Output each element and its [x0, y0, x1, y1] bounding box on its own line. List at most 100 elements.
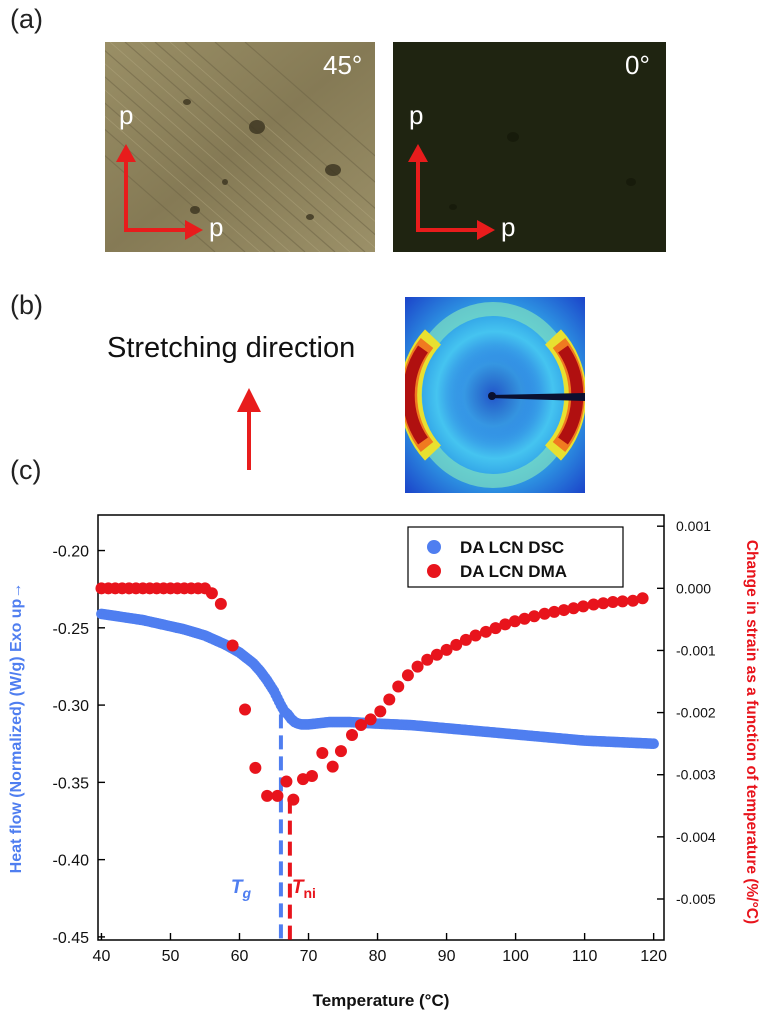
dma-point [557, 604, 570, 617]
legend-label-dma: DA LCN DMA [460, 562, 567, 581]
dma-point [374, 705, 387, 718]
micrograph-0deg-texture [393, 42, 666, 252]
dma-point [440, 643, 453, 656]
dma-point [280, 775, 293, 788]
polarizer-vertical-label: p [119, 100, 134, 130]
panel-b-label: (b) [10, 290, 43, 320]
dma-point [548, 605, 561, 618]
dma-point [354, 719, 367, 732]
legend: DA LCN DSC DA LCN DMA [407, 526, 624, 588]
stretching-direction-label: Stretching direction [107, 332, 356, 364]
x-tick-label: 50 [162, 948, 180, 965]
dma-point [226, 639, 239, 652]
y-tick-label: -0.20 [53, 544, 90, 561]
dma-point [518, 612, 531, 625]
legend-marker-dma [427, 564, 441, 578]
dma-point [577, 600, 590, 613]
angle-label-0: 0° [625, 50, 650, 80]
dma-point [499, 618, 512, 631]
dma-point [626, 594, 639, 607]
angle-label-45: 45° [323, 50, 363, 80]
dma-point [430, 648, 443, 661]
dma-point [239, 703, 252, 716]
legend-box [407, 526, 624, 588]
dma-point [411, 660, 424, 673]
dma-point [489, 622, 502, 635]
y2-tick-label: -0.004 [676, 829, 716, 845]
dma-point [538, 607, 551, 620]
dsc-dma-chart: -0.20-0.25-0.30-0.35-0.40-0.45 0.0010.00… [8, 514, 760, 1010]
dma-point [606, 595, 619, 608]
left-axis: -0.20 -0.25 -0.30 -0.35 -0.40 -0.45 [53, 544, 105, 947]
x-tick-label: 90 [438, 948, 456, 965]
waxs-pattern-image [399, 297, 587, 493]
panel-a-label: (a) [10, 4, 43, 34]
dma-point [334, 745, 347, 758]
x-tick-label: 60 [231, 948, 249, 965]
dma-point [450, 638, 463, 651]
y2-axis-title: Change in strain as a function of temper… [743, 540, 760, 924]
y-axis-title: Heat flow (Normalized) (W/g) Exo up→ [8, 583, 25, 874]
polarizer-horizontal-label: p [209, 212, 224, 242]
dma-series [95, 582, 649, 806]
micrograph-45deg: 45° p p [105, 42, 375, 252]
plot-area [97, 514, 665, 941]
dma-point [401, 669, 414, 682]
y-tick-label: -0.45 [53, 930, 90, 947]
dma-point [421, 653, 434, 666]
dma-point [316, 746, 329, 759]
x-axis-title: Temperature (°C) [313, 991, 450, 1010]
y2-tick-label: -0.002 [676, 705, 716, 721]
y-tick-label: -0.30 [53, 698, 90, 715]
dma-point [305, 769, 318, 782]
right-axis: 0.001 0.000 -0.001 -0.002 -0.003 -0.004 -0.005 [657, 518, 716, 907]
dma-point [214, 597, 227, 610]
y-tick-label: -0.25 [53, 621, 90, 638]
x-tick-label: 80 [369, 948, 387, 965]
y-tick-label: -0.35 [53, 775, 90, 792]
y2-tick-label: -0.005 [676, 891, 716, 907]
dma-point [479, 625, 492, 638]
dma-point [249, 761, 262, 774]
dma-point [597, 597, 610, 610]
y2-tick-label: -0.001 [676, 642, 716, 658]
dma-point [271, 789, 284, 802]
dma-point [459, 633, 472, 646]
dma-point [567, 602, 580, 615]
legend-marker-dsc [427, 540, 441, 554]
micrograph-0deg: 0° p p [393, 42, 666, 252]
polarizer-vertical-label: p [409, 100, 424, 130]
micrograph-45deg-texture [105, 42, 375, 252]
transition-markers: Tg Tni [231, 714, 316, 940]
x-tick-label: 70 [300, 948, 318, 965]
dma-point [346, 728, 359, 741]
tg-label: Tg [231, 877, 252, 901]
dma-point [469, 629, 482, 642]
polarizer-arrows-icon [408, 144, 495, 240]
y2-tick-label: 0.001 [676, 518, 711, 534]
dma-point [287, 793, 300, 806]
dma-point [616, 595, 629, 608]
dma-point [587, 598, 600, 611]
dma-point [528, 610, 541, 623]
dma-point [392, 680, 405, 693]
dma-point [508, 615, 521, 628]
x-tick-label: 100 [502, 948, 529, 965]
x-tick-label: 120 [640, 948, 667, 965]
dma-point [205, 587, 218, 600]
dma-point [261, 789, 274, 802]
stretch-arrow-icon [237, 388, 261, 470]
x-tick-label: 40 [93, 948, 111, 965]
waxs-pattern-graphic [399, 297, 587, 493]
x-axis: 40 50 60 70 80 90 100 110 120 [93, 933, 667, 965]
y2-tick-label: -0.003 [676, 767, 716, 783]
x-tick-label: 110 [572, 948, 598, 965]
dma-point [636, 592, 649, 605]
tni-label: Tni [292, 877, 316, 901]
dsc-point [648, 738, 659, 750]
legend-label-dsc: DA LCN DSC [460, 538, 564, 557]
dsc-series [96, 608, 659, 750]
dma-point [383, 693, 396, 706]
y2-tick-label: 0.000 [676, 580, 711, 596]
y-tick-label: -0.40 [53, 853, 90, 870]
